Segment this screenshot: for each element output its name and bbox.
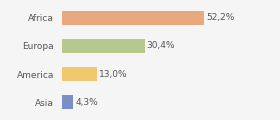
Text: 52,2%: 52,2% (206, 13, 235, 22)
Bar (62, 39, 144, 53)
Bar (62, 11, 204, 25)
Text: 4,3%: 4,3% (76, 98, 98, 107)
Text: 30,4%: 30,4% (147, 41, 175, 50)
Bar (62, 95, 73, 109)
Bar (62, 67, 97, 81)
Text: 13,0%: 13,0% (99, 70, 128, 79)
